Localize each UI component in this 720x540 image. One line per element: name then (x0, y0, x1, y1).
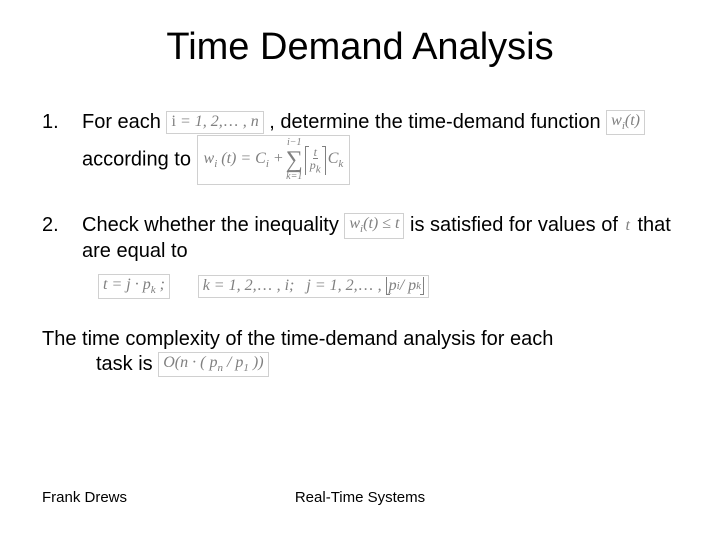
sigma-icon: i−1 ∑ k=1 (286, 138, 303, 182)
list-item: 2. Check whether the inequality wi(t) ≤ … (42, 213, 682, 299)
math-bigO: O(n · ( pn / p1 )) (158, 352, 268, 377)
math-tdef: t = j · pk ; (98, 274, 170, 299)
math-krange: k = 1, 2,… , i; j = 1, 2,… , pi / pk (198, 275, 429, 298)
equation-line: t = j · pk ; k = 1, 2,… , i; j = 1, 2,… … (98, 274, 682, 299)
text-fragment: according to (82, 149, 197, 171)
text-fragment: Check whether the inequality (82, 214, 344, 236)
text-fragment: For each (82, 111, 166, 133)
item-number: 2. (42, 213, 82, 299)
floor-icon: pi / pk (386, 277, 424, 295)
list-item: 1. For each i = 1, 2,… , n , determine t… (42, 110, 682, 185)
math-formula: wi (t) = Ci + i−1 ∑ k=1 t pk Ck (197, 135, 351, 185)
math-fn: wi(t) (606, 110, 645, 135)
text-fragment: is satisfied for values of (410, 214, 623, 236)
slide-title: Time Demand Analysis (0, 26, 720, 69)
item-text: Check whether the inequality wi(t) ≤ t i… (82, 213, 682, 299)
ceil-icon: t pk (305, 146, 326, 175)
math-var: t (623, 217, 631, 235)
slide-body: 1. For each i = 1, 2,… , n , determine t… (42, 110, 682, 377)
text-fragment: , determine the time-demand function (269, 111, 606, 133)
slide: Time Demand Analysis 1. For each i = 1, … (0, 0, 720, 540)
footer-title: Real-Time Systems (0, 489, 720, 506)
conclusion: The time complexity of the time-demand a… (42, 327, 682, 377)
item-number: 1. (42, 110, 82, 185)
math-range: i = 1, 2,… , n (166, 111, 263, 134)
math-inequality: wi(t) ≤ t (344, 213, 404, 238)
text-line: task is O(n · ( pn / p1 )) (42, 352, 682, 377)
item-text: For each i = 1, 2,… , n , determine the … (82, 110, 682, 185)
text-line: The time complexity of the time-demand a… (42, 327, 682, 352)
